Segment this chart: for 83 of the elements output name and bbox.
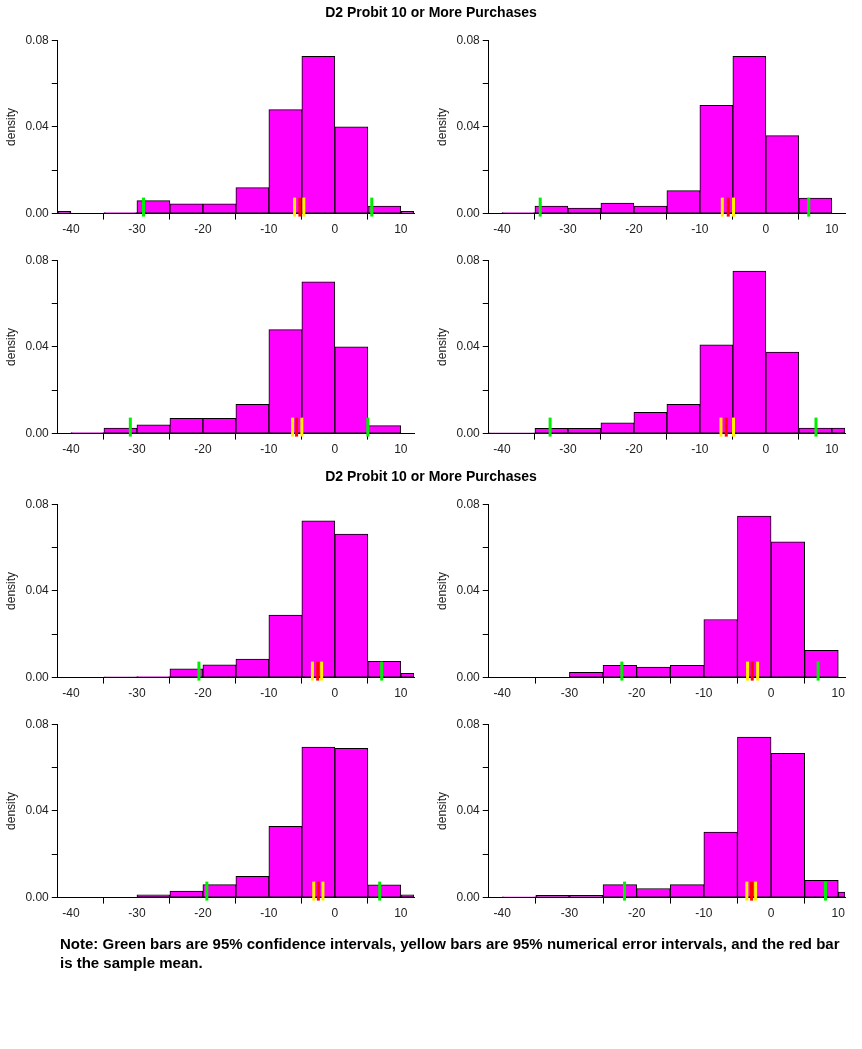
y-tick-label: 0.04 [25, 583, 50, 598]
y-tick-label: 0.04 [25, 803, 50, 818]
x-tick-label: -30 [128, 906, 146, 921]
y-axis-title: density [434, 107, 449, 146]
y-tick-label: 0.08 [25, 252, 50, 267]
x-tick-label: -20 [194, 222, 212, 237]
y-tick-label: 0.04 [25, 119, 50, 134]
x-tick-label: -20 [194, 442, 212, 457]
y-tick-label: 0.04 [456, 583, 481, 598]
y-axis-title: density [434, 791, 449, 830]
y-tick-label: 0.00 [25, 669, 50, 684]
y-axis-title: density [3, 327, 18, 366]
x-tick-label: -10 [260, 686, 278, 701]
x-tick-label: 0 [762, 222, 770, 237]
x-tick-label: 10 [394, 442, 408, 457]
x-tick-label: -30 [559, 442, 577, 457]
x-tick-label: -40 [493, 686, 512, 701]
y-tick-label: 0.08 [25, 496, 50, 511]
x-tick-label: 0 [331, 906, 339, 921]
text: D2 Probit 10 or More Purchases [324, 467, 538, 486]
x-tick-label: 10 [394, 222, 408, 237]
y-tick-label: 0.04 [25, 339, 50, 354]
x-tick-label: -10 [260, 906, 278, 921]
x-tick-label: -10 [260, 442, 278, 457]
x-tick-label: -30 [559, 222, 577, 237]
y-tick-label: 0.08 [456, 32, 481, 47]
x-tick-label: -40 [62, 222, 80, 237]
y-tick-label: 0.00 [25, 205, 50, 220]
x-tick-label: -20 [627, 686, 646, 701]
y-axis-title: density [3, 107, 18, 146]
x-tick-label: 10 [394, 906, 408, 921]
y-tick-label: 0.08 [25, 716, 50, 731]
x-tick-label: 10 [825, 222, 839, 237]
x-tick-label: 10 [394, 686, 408, 701]
y-axis-title: density [3, 571, 18, 610]
x-tick-label: 10 [831, 686, 846, 701]
x-tick-label: -20 [194, 906, 212, 921]
x-tick-label: 0 [767, 906, 775, 921]
y-tick-label: 0.00 [456, 205, 481, 220]
x-tick-label: -10 [695, 686, 713, 701]
y-axis-title: density [3, 791, 18, 830]
x-tick-label: -10 [695, 906, 713, 921]
x-tick-label: -30 [128, 442, 146, 457]
y-tick-label: 0.04 [456, 119, 481, 134]
y-tick-label: 0.00 [25, 889, 50, 904]
x-tick-label: -10 [691, 222, 709, 237]
x-tick-label: -40 [62, 686, 80, 701]
y-tick-label: 0.08 [25, 32, 50, 47]
x-tick-label: -20 [194, 686, 212, 701]
x-tick-label: -40 [493, 906, 512, 921]
x-tick-label: -40 [62, 906, 80, 921]
x-tick-label: 0 [762, 442, 770, 457]
x-tick-label: -20 [627, 906, 646, 921]
y-tick-label: 0.08 [456, 252, 481, 267]
y-tick-label: 0.08 [456, 716, 481, 731]
x-tick-label: -30 [560, 686, 579, 701]
x-tick-label: -40 [493, 442, 511, 457]
y-tick-label: 0.00 [25, 425, 50, 440]
x-tick-label: -30 [560, 906, 579, 921]
x-tick-label: 0 [331, 222, 339, 237]
x-tick-label: 10 [831, 906, 846, 921]
text: Note: Green bars are 95% confidence intervals, yellow bars are 95% numerical error intervals, and the red bar is the sample mean. [59, 934, 841, 972]
x-tick-label: 10 [825, 442, 839, 457]
y-tick-label: 0.00 [456, 889, 481, 904]
x-tick-label: 0 [767, 686, 775, 701]
x-tick-label: -30 [128, 686, 146, 701]
x-tick-label: -30 [128, 222, 146, 237]
x-tick-label: -10 [691, 442, 709, 457]
x-tick-label: -20 [625, 442, 643, 457]
y-axis-title: density [434, 571, 449, 610]
x-tick-label: -10 [260, 222, 278, 237]
x-tick-label: 0 [331, 442, 339, 457]
y-axis-title: density [434, 327, 449, 366]
x-tick-label: 0 [331, 686, 339, 701]
y-tick-label: 0.08 [456, 496, 481, 511]
text: D2 Probit 10 or More Purchases [324, 3, 538, 22]
y-tick-label: 0.00 [456, 669, 481, 684]
x-tick-label: -40 [493, 222, 511, 237]
x-tick-label: -20 [625, 222, 643, 237]
y-tick-label: 0.00 [456, 425, 481, 440]
y-tick-label: 0.04 [456, 339, 481, 354]
y-tick-label: 0.04 [456, 803, 481, 818]
x-tick-label: -40 [62, 442, 80, 457]
